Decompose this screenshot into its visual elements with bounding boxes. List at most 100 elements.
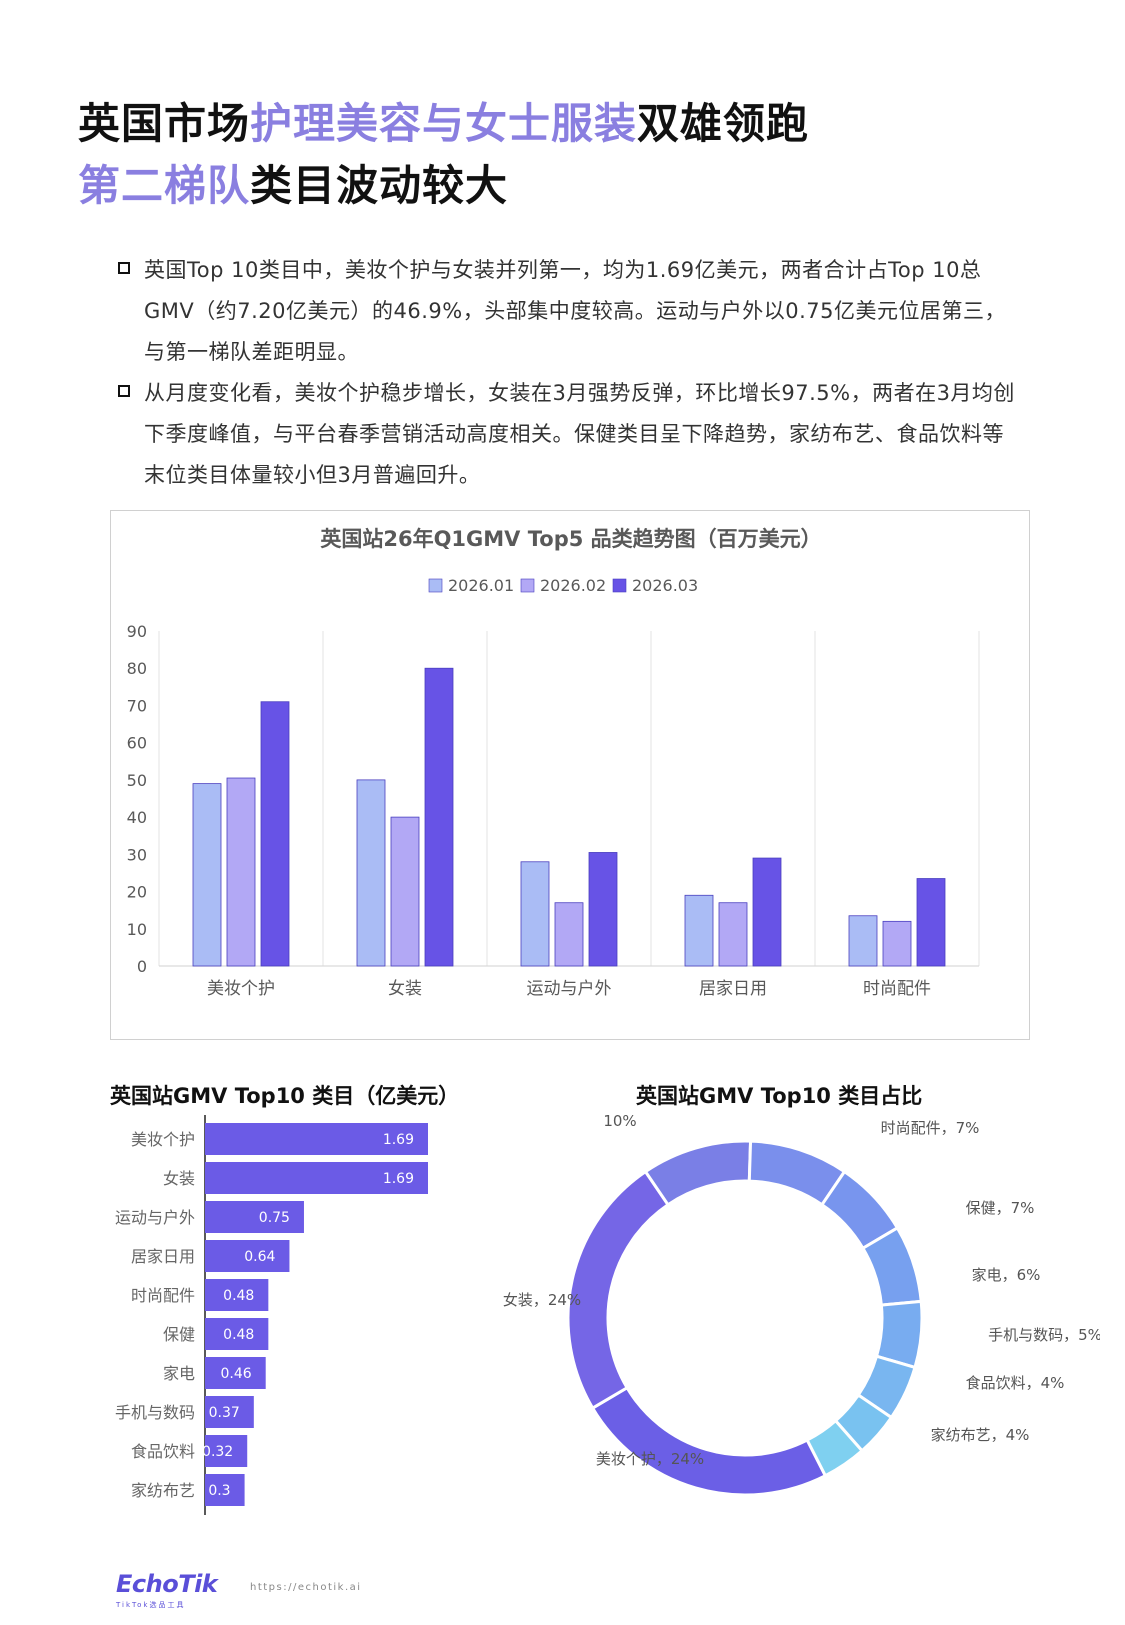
footer-url: https://echotik.ai — [250, 1582, 362, 1593]
checkbox-square-icon — [118, 385, 130, 397]
top10-bar-chart-title: 英国站GMV Top10 类目（亿美元） — [110, 1084, 460, 1108]
data-label: 0.32 — [202, 1444, 233, 1460]
bullet-text: 英国Top 10类目中，美妆个护与女装并列第一，均为1.69亿美元，两者合计占T… — [144, 258, 1006, 364]
checkbox-square-icon — [118, 262, 130, 274]
logo-tagline: TikTok选品工具 — [116, 1601, 186, 1609]
echotik-logo: EchoTik — [116, 1570, 218, 1598]
bar — [390, 816, 420, 967]
title-line2-highlight: 第二梯队 — [78, 161, 251, 210]
data-label: 1.69 — [383, 1171, 414, 1187]
y-tick-label: 40 — [127, 808, 147, 827]
summary-bullet: 从月度变化看，美妆个护稳步增长，女装在3月强势反弹，环比增长97.5%，两者在3… — [118, 373, 1018, 496]
donut-slice — [566, 1169, 671, 1411]
legend-swatch — [428, 578, 443, 593]
y-tick-label: 美妆个护 — [131, 1130, 195, 1149]
donut-slice — [805, 1418, 865, 1478]
y-tick-label: 保健 — [163, 1325, 195, 1344]
bar — [205, 1279, 269, 1311]
top10-donut-chart-title: 英国站GMV Top10 类目占比 — [636, 1084, 923, 1108]
bar — [260, 701, 290, 967]
bar — [226, 777, 256, 967]
summary-bullets: 英国Top 10类目中，美妆个护与女装并列第一，均为1.69亿美元，两者合计占T… — [118, 250, 1018, 496]
donut-slice — [643, 1139, 753, 1207]
data-label: 0.64 — [244, 1249, 275, 1265]
bar — [520, 861, 550, 967]
y-tick-label: 50 — [127, 771, 147, 790]
bar — [205, 1435, 248, 1467]
title-line2-suffix: 类目波动较大 — [250, 161, 509, 210]
data-label: 0.48 — [223, 1288, 254, 1304]
bar — [205, 1201, 304, 1233]
y-tick-label: 80 — [127, 659, 147, 678]
y-tick-label: 90 — [127, 622, 147, 641]
y-tick-label: 手机与数码 — [115, 1403, 195, 1422]
bar — [424, 667, 454, 967]
data-label: 0.3 — [208, 1483, 230, 1499]
legend-label: 2026.01 — [448, 576, 514, 595]
y-tick-label: 居家日用 — [131, 1247, 195, 1266]
bar — [205, 1318, 269, 1350]
bar — [916, 878, 946, 967]
x-tick-label: 运动与户外 — [527, 979, 612, 999]
bar — [684, 894, 714, 967]
bullet-text: 从月度变化看，美妆个护稳步增长，女装在3月强势反弹，环比增长97.5%，两者在3… — [144, 381, 1015, 487]
y-tick-label: 20 — [127, 883, 147, 902]
top10-donut-chart: 美妆个护，24%女装，24%运动与户外，10%居家日用，9%时尚配件，7%保健，… — [503, 1115, 1100, 1497]
y-tick-label: 食品饮料 — [131, 1442, 195, 1461]
data-label: 0.37 — [209, 1405, 240, 1421]
bar — [205, 1123, 428, 1155]
y-tick-label: 70 — [127, 696, 147, 715]
title-line1-highlight: 护理美容与女士服装 — [250, 99, 638, 148]
bar — [192, 783, 222, 967]
slice-label: 时尚配件，7% — [881, 1119, 980, 1137]
bar — [205, 1357, 266, 1389]
legend-swatch — [520, 578, 535, 593]
slice-label: 10% — [603, 1115, 636, 1130]
y-tick-label: 家纺布艺 — [131, 1481, 195, 1500]
data-label: 0.46 — [221, 1366, 252, 1382]
bar — [356, 779, 386, 967]
data-label: 0.48 — [223, 1327, 254, 1343]
slice-label: 家电，6% — [972, 1266, 1041, 1284]
title-line1-suffix: 双雄领跑 — [637, 99, 810, 148]
bar — [205, 1474, 245, 1506]
trend-bar-chart: 英国站26年Q1GMV Top5 品类趋势图（百万美元） 2026.01 2026.… — [127, 527, 980, 999]
top10-horizontal-bar-chart: 美妆个护 1.69 女装 1.69 运动与户外 0.75 居家日用 0.64 时尚配件 0.48 保… — [115, 1115, 428, 1515]
chart-title: 英国站26年Q1GMV Top5 品类趋势图（百万美元） — [320, 527, 821, 551]
x-tick-label: 美妆个护 — [207, 979, 275, 999]
y-tick-label: 时尚配件 — [131, 1286, 195, 1305]
page-title-line-1: 英国市场护理美容与女士服装双雄领跑 — [78, 90, 809, 151]
slice-label: 手机与数码，5% — [988, 1326, 1100, 1344]
y-tick-label: 家电 — [163, 1364, 195, 1383]
bar — [752, 857, 782, 967]
title-line1-prefix: 英国市场 — [78, 99, 251, 148]
slice-label: 食品饮料，4% — [966, 1374, 1065, 1392]
y-tick-label: 30 — [127, 845, 147, 864]
legend-label: 2026.02 — [540, 576, 606, 595]
slice-label: 美妆个护，24% — [596, 1450, 704, 1468]
data-label: 0.75 — [259, 1210, 290, 1226]
bar — [554, 902, 584, 967]
y-tick-label: 60 — [127, 734, 147, 753]
page-title-line-2: 第二梯队类目波动较大 — [78, 152, 508, 213]
y-tick-label: 10 — [127, 920, 147, 939]
donut-slice — [590, 1385, 828, 1497]
bar — [588, 852, 618, 967]
bar — [848, 915, 878, 967]
bar — [718, 902, 748, 967]
slice-label: 女装，24% — [503, 1291, 581, 1309]
bar — [205, 1396, 254, 1428]
y-tick-label: 运动与户外 — [115, 1208, 195, 1227]
summary-bullet: 英国Top 10类目中，美妆个护与女装并列第一，均为1.69亿美元，两者合计占T… — [118, 250, 1018, 373]
y-tick-label: 女装 — [163, 1169, 195, 1188]
slice-label: 家纺布艺，4% — [931, 1426, 1030, 1444]
x-tick-label: 时尚配件 — [863, 979, 931, 999]
trend-chart-panel: 英国站26年Q1GMV Top5 品类趋势图（百万美元） 2026.01 2026.… — [110, 510, 1030, 1040]
y-tick-label: 0 — [137, 957, 147, 976]
slice-label: 保健，7% — [966, 1199, 1035, 1217]
data-label: 1.69 — [383, 1132, 414, 1148]
x-tick-label: 女装 — [388, 979, 422, 999]
legend-swatch — [612, 578, 627, 593]
bar — [205, 1240, 290, 1272]
bar — [205, 1162, 428, 1194]
